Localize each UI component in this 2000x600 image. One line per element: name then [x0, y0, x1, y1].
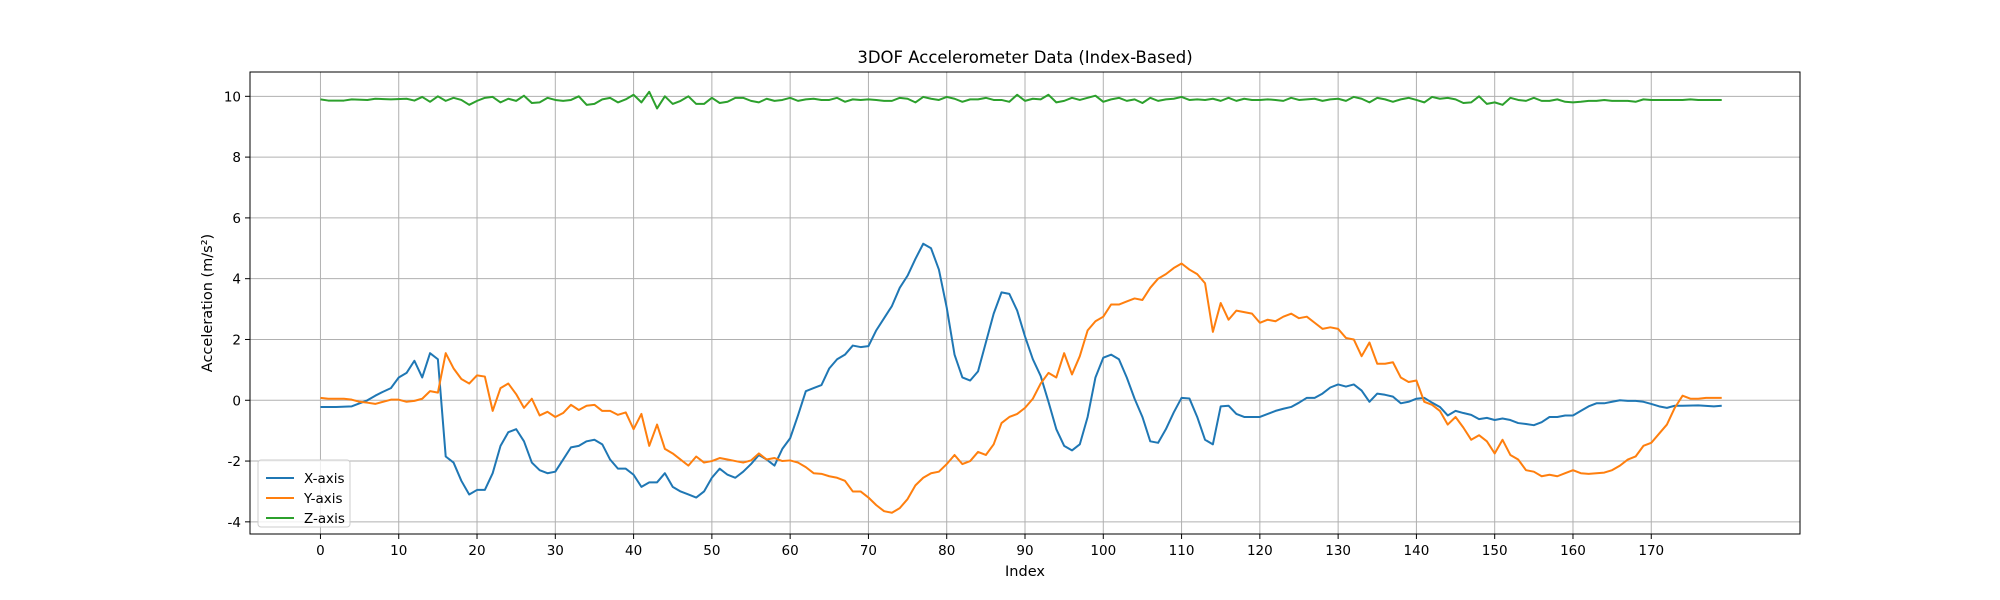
x-tick-label: 130 — [1325, 543, 1351, 559]
legend-label: Z-axis — [304, 511, 345, 527]
x-tick-label: 10 — [390, 543, 407, 559]
x-tick-label: 0 — [316, 543, 325, 559]
y-tick-label: 10 — [224, 89, 241, 105]
x-tick-label: 80 — [938, 543, 955, 559]
y-tick-label: 6 — [232, 211, 241, 227]
x-axis-label: Index — [1005, 564, 1045, 580]
x-tick-label: 170 — [1638, 543, 1664, 559]
x-tick-label: 100 — [1090, 543, 1116, 559]
series-lines — [320, 90, 1722, 514]
x-tick-label: 20 — [468, 543, 485, 559]
y-axis-label: Acceleration (m/s²) — [200, 234, 216, 372]
x-tick-label: 110 — [1169, 543, 1195, 559]
x-tick-label: 50 — [703, 543, 720, 559]
x-tick-label: 30 — [547, 543, 564, 559]
x-tick-label: 160 — [1560, 543, 1586, 559]
y-tick-label: 4 — [232, 272, 241, 288]
x-tick-label: 150 — [1482, 543, 1508, 559]
y-tick-label: -4 — [228, 515, 241, 531]
chart-title: 3DOF Accelerometer Data (Index-Based) — [857, 48, 1192, 67]
y-tick-label: -2 — [228, 454, 241, 470]
grid — [250, 72, 1800, 534]
x-tick-label: 60 — [782, 543, 799, 559]
series-line-z-axis — [320, 90, 1722, 110]
x-tick-label: 140 — [1404, 543, 1430, 559]
legend-box — [257, 459, 351, 528]
y-tick-label: 8 — [232, 150, 241, 166]
legend-label: Y-axis — [303, 491, 343, 507]
y-tick-label: 2 — [232, 332, 241, 348]
x-tick-label: 90 — [1016, 543, 1033, 559]
series-line-x-axis — [320, 242, 1722, 499]
legend-label: X-axis — [304, 471, 345, 487]
axis-ticks: 0 10 20 30 40 50 60 70 80 90 100 110 120 130 140 150 160… — [224, 89, 1664, 559]
y-tick-label: 0 — [232, 393, 241, 409]
legend: X-axis Y-axis Z-axis — [257, 459, 351, 528]
x-tick-label: 120 — [1247, 543, 1273, 559]
x-tick-label: 40 — [625, 543, 642, 559]
series-line-y-axis — [320, 262, 1722, 514]
x-tick-label: 70 — [860, 543, 877, 559]
